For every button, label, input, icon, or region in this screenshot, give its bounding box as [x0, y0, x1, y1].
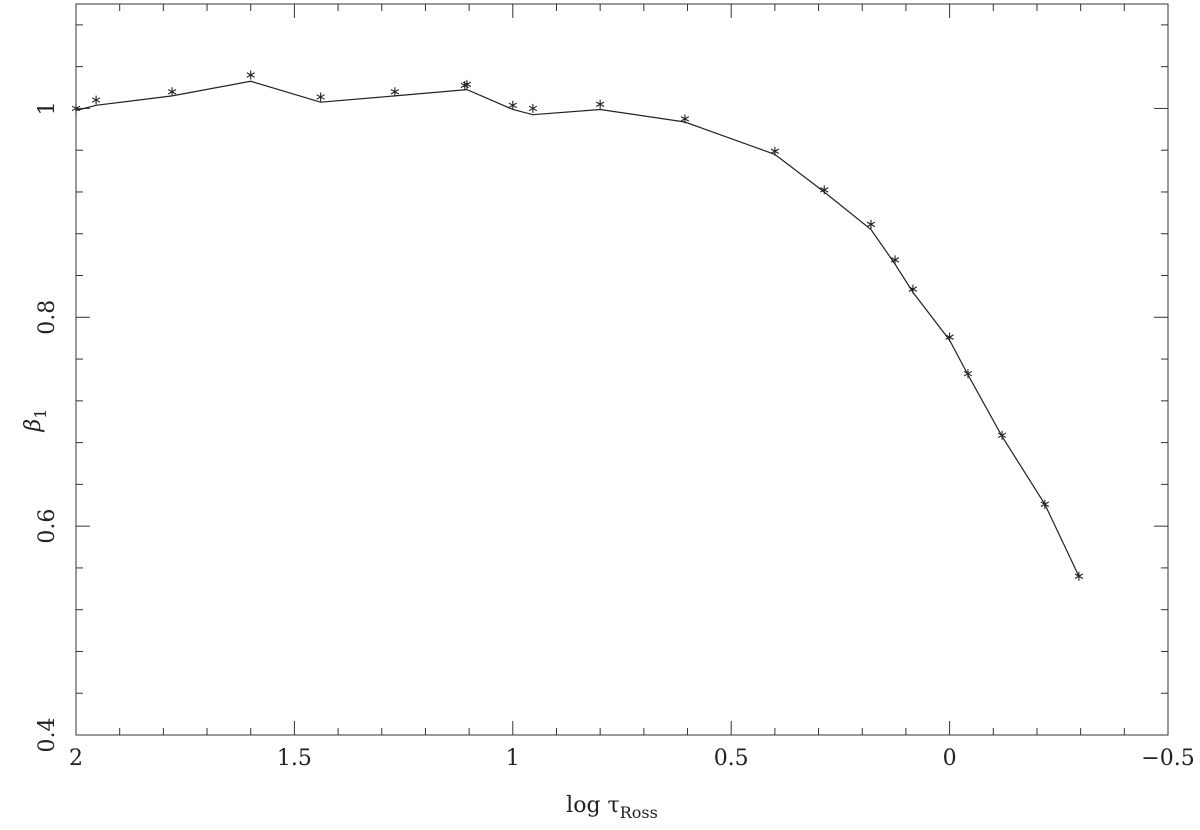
x-tick-label: 1.5: [277, 746, 312, 771]
data-point: [462, 79, 472, 89]
data-point: [866, 219, 876, 229]
y-label-sub: 1: [31, 409, 50, 419]
x-label-main: log τ: [566, 793, 620, 818]
y-tick-label: 0.4: [35, 718, 60, 753]
x-tick-label: 0.5: [714, 746, 749, 771]
plot-frame: [75, 3, 1169, 736]
y-axis-label: β1: [21, 409, 50, 433]
data-point: [91, 95, 101, 105]
x-tick-label: 2: [69, 746, 83, 771]
data-point: [890, 255, 900, 265]
data-point: [595, 99, 605, 109]
data-point: [508, 100, 517, 110]
y-tick-label: 0.8: [35, 300, 60, 335]
data-point: [316, 92, 325, 102]
data-point: [390, 87, 400, 97]
fit-line: [75, 80, 1080, 577]
y-label-main: β: [21, 419, 46, 433]
x-label-sub: Ross: [620, 803, 658, 822]
y-tick-label: 0.6: [35, 509, 60, 544]
y-tick-label: 1: [35, 101, 60, 115]
x-tick-label: 0: [943, 746, 957, 771]
x-axis-label: log τRoss: [566, 793, 658, 822]
data-point: [820, 185, 829, 195]
data-point: [528, 103, 538, 113]
data-point: [167, 87, 177, 97]
x-tick-label: −0.5: [1141, 746, 1194, 771]
data-point: [246, 70, 255, 80]
x-tick-label: 1: [506, 746, 520, 771]
